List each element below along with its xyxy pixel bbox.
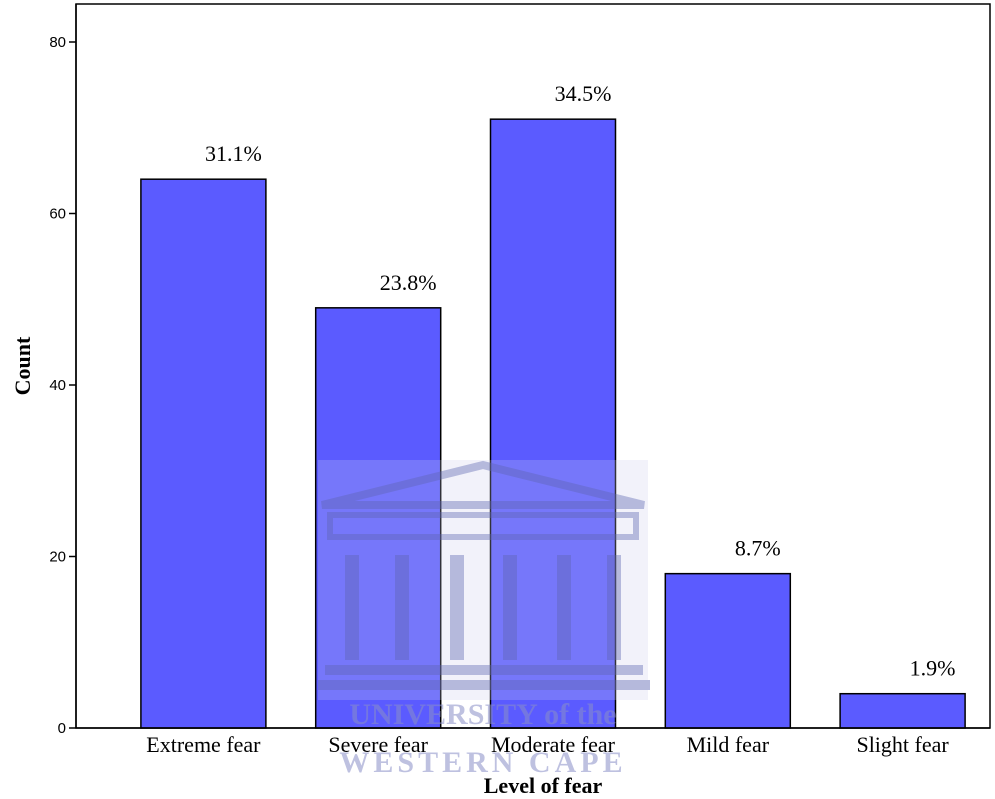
watermark-step [318, 680, 650, 690]
watermark-step [325, 665, 643, 675]
y-tick-label: 0 [58, 720, 66, 737]
x-axis-title: Level of fear [484, 773, 603, 798]
x-tick-label: Extreme fear [146, 732, 261, 757]
x-tick-label: Slight fear [856, 732, 949, 757]
data-label: 8.7% [735, 536, 781, 561]
y-ticks: 0 20 40 60 80 [49, 34, 76, 737]
data-label: 1.9% [910, 656, 956, 681]
watermark-column [503, 555, 517, 660]
data-label: 23.8% [380, 270, 437, 295]
watermark-entablature [327, 512, 639, 540]
y-tick-label: 40 [49, 377, 66, 394]
watermark-backdrop [318, 460, 648, 700]
watermark-column [450, 555, 464, 660]
bar-extreme-fear [140, 178, 267, 729]
y-tick-label: 80 [49, 34, 66, 51]
watermark-column [345, 555, 359, 660]
data-label: 34.5% [555, 81, 612, 106]
watermark-column [395, 555, 409, 660]
university-watermark: UNIVERSITY of the WESTERN CAPE [318, 460, 650, 779]
data-label: 31.1% [205, 141, 262, 166]
labels-layer: 31.1% 23.8% 34.5% 8.7% 1.9% [205, 81, 956, 681]
y-tick-label: 20 [49, 549, 66, 566]
watermark-pediment [321, 460, 645, 509]
watermark-text-line1: UNIVERSITY of the [349, 698, 616, 731]
watermark-column [557, 555, 571, 660]
y-axis-title: Count [10, 336, 35, 395]
watermark-text-line2: WESTERN CAPE [339, 746, 626, 779]
y-tick-label: 60 [49, 206, 66, 223]
watermark-column [607, 555, 621, 660]
x-tick-label: Moderate fear [491, 732, 616, 757]
bar-mild-fear [664, 572, 792, 729]
x-tick-label: Severe fear [328, 732, 428, 757]
x-tick-label: Mild fear [687, 732, 770, 757]
bar-slight-fear [839, 692, 966, 729]
x-tick-labels: Extreme fear Severe fear Moderate fear Mild… [146, 732, 949, 757]
